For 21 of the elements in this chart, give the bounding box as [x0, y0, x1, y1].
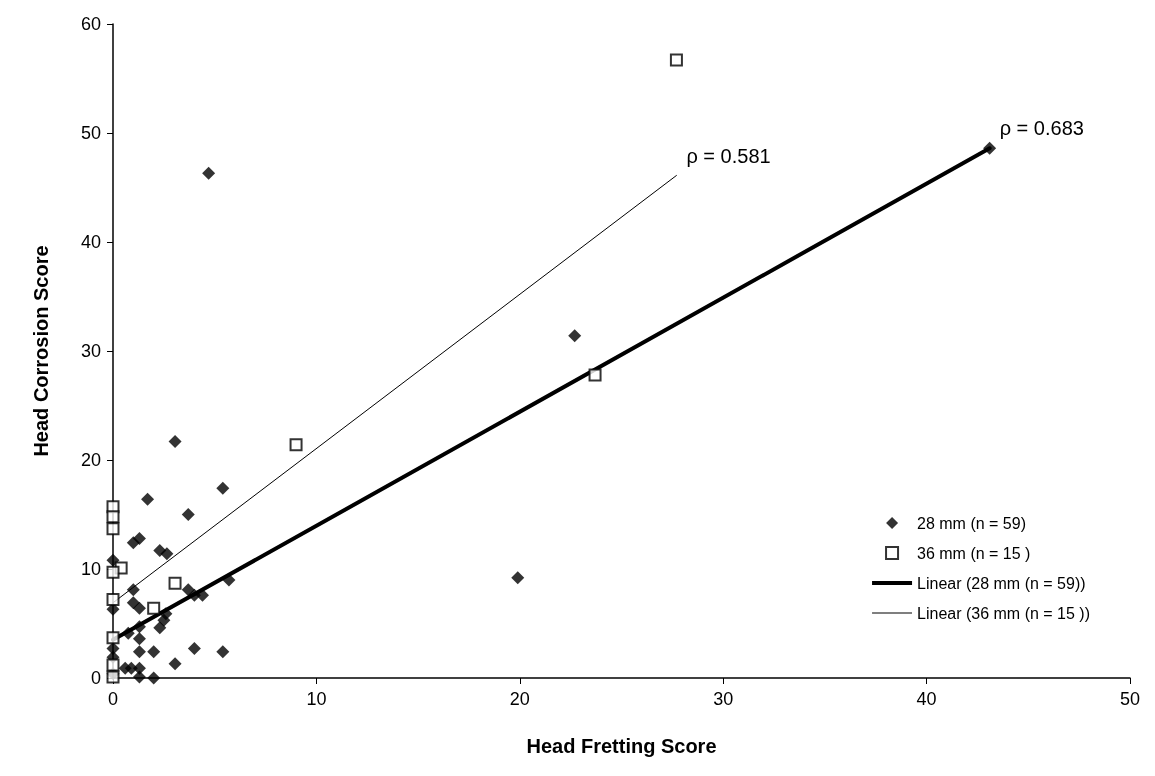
annotation: ρ = 0.683: [999, 117, 1084, 140]
x-tick-label: 50: [1119, 689, 1141, 709]
x-tick-label: 10: [306, 689, 327, 709]
y-tick-label: 20: [80, 450, 101, 470]
legend-label: 28 mm (n = 59): [917, 514, 1026, 532]
legend-label: 36 mm (n = 15 ): [917, 544, 1031, 562]
legend-label: Linear (36 mm (n = 15 )): [917, 604, 1090, 622]
y-tick-label: 50: [80, 123, 101, 143]
y-tick-label: 60: [80, 14, 101, 34]
x-tick-label: 40: [916, 689, 937, 709]
y-tick-label: 40: [80, 232, 101, 252]
x-tick-label: 30: [713, 689, 734, 709]
x-tick-label: 0: [107, 689, 119, 709]
legend-label: Linear (28 mm (n = 59)): [917, 574, 1086, 592]
y-tick-label: 0: [90, 668, 101, 688]
y-tick-label: 30: [80, 341, 101, 361]
x-axis-title: Head Fretting Score: [526, 735, 717, 757]
annotation: ρ = 0.581: [686, 144, 771, 167]
y-axis-title: Head Corrosion Score: [30, 245, 52, 457]
x-tick-label: 20: [509, 689, 530, 709]
y-tick-label: 10: [80, 559, 101, 579]
